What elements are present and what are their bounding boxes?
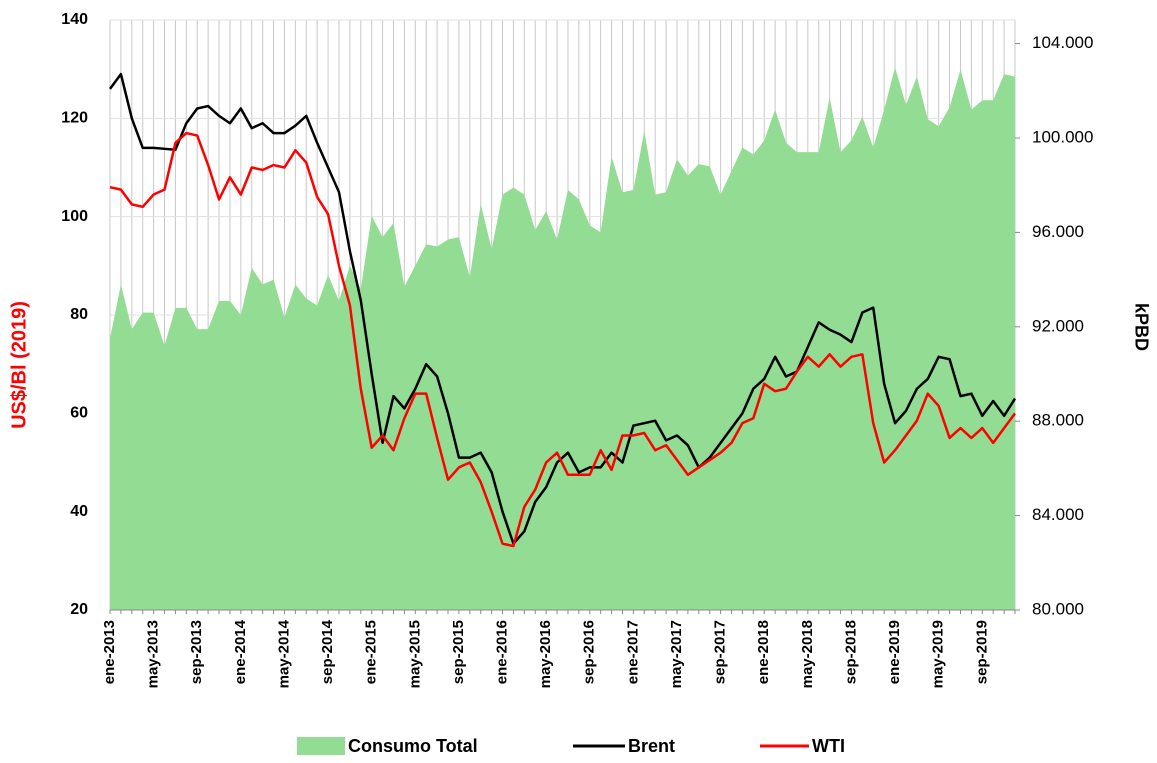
x-tick-label: may-2019 <box>930 620 947 688</box>
x-tick-label: sep-2015 <box>450 620 467 684</box>
x-tick-label: may-2017 <box>668 620 685 688</box>
y-axis-label: US$/Bl (2019) <box>8 301 30 429</box>
legend-swatch <box>297 737 345 755</box>
y2-tick-label: 96.000 <box>1032 222 1084 241</box>
x-tick-label: sep-2018 <box>842 620 859 684</box>
legend-label: Consumo Total <box>348 736 478 756</box>
y-tick-label: 100 <box>61 208 88 225</box>
x-tick-label: ene-2019 <box>886 620 903 684</box>
x-tick-label: ene-2016 <box>493 620 510 684</box>
y2-tick-label: 92.000 <box>1032 316 1084 335</box>
x-tick-label: ene-2015 <box>363 620 380 684</box>
y2-tick-label: 100.000 <box>1032 127 1093 146</box>
x-tick-label: ene-2018 <box>755 620 772 684</box>
x-tick-label: sep-2013 <box>188 620 205 684</box>
x-tick-label: may-2015 <box>406 620 423 688</box>
line <box>109 131 1017 548</box>
legend-label: WTI <box>812 736 845 756</box>
x-tick-label: ene-2013 <box>101 620 118 684</box>
y-tick-label: 40 <box>70 503 88 520</box>
x-tick-label: may-2013 <box>145 620 162 688</box>
line <box>108 72 1017 545</box>
y-tick-label: 120 <box>61 110 88 127</box>
x-tick-label: sep-2016 <box>581 620 598 684</box>
legend-label: Brent <box>628 736 675 756</box>
x-tick-label: sep-2019 <box>973 620 990 684</box>
y2-tick-label: 80.000 <box>1032 599 1084 618</box>
x-tick-label: sep-2017 <box>712 620 729 684</box>
x-tick-label: sep-2014 <box>319 619 336 684</box>
y2-tick-label: 104.000 <box>1032 33 1093 52</box>
y-tick-label: 80 <box>70 306 88 323</box>
y2-tick-label: 84.000 <box>1032 505 1084 524</box>
y2-axis-label: kPBD <box>1131 303 1151 351</box>
x-tick-label: ene-2017 <box>624 620 641 684</box>
area <box>110 67 1015 610</box>
x-tick-label: ene-2014 <box>232 619 249 684</box>
y-tick-label: 20 <box>70 601 88 618</box>
x-tick-label: may-2014 <box>275 619 292 688</box>
y2-tick-label: 88.000 <box>1032 411 1084 430</box>
y-tick-label: 60 <box>70 405 88 422</box>
y-tick-label: 140 <box>61 11 88 28</box>
x-tick-label: may-2016 <box>537 620 554 688</box>
x-tick-label: may-2018 <box>799 620 816 688</box>
